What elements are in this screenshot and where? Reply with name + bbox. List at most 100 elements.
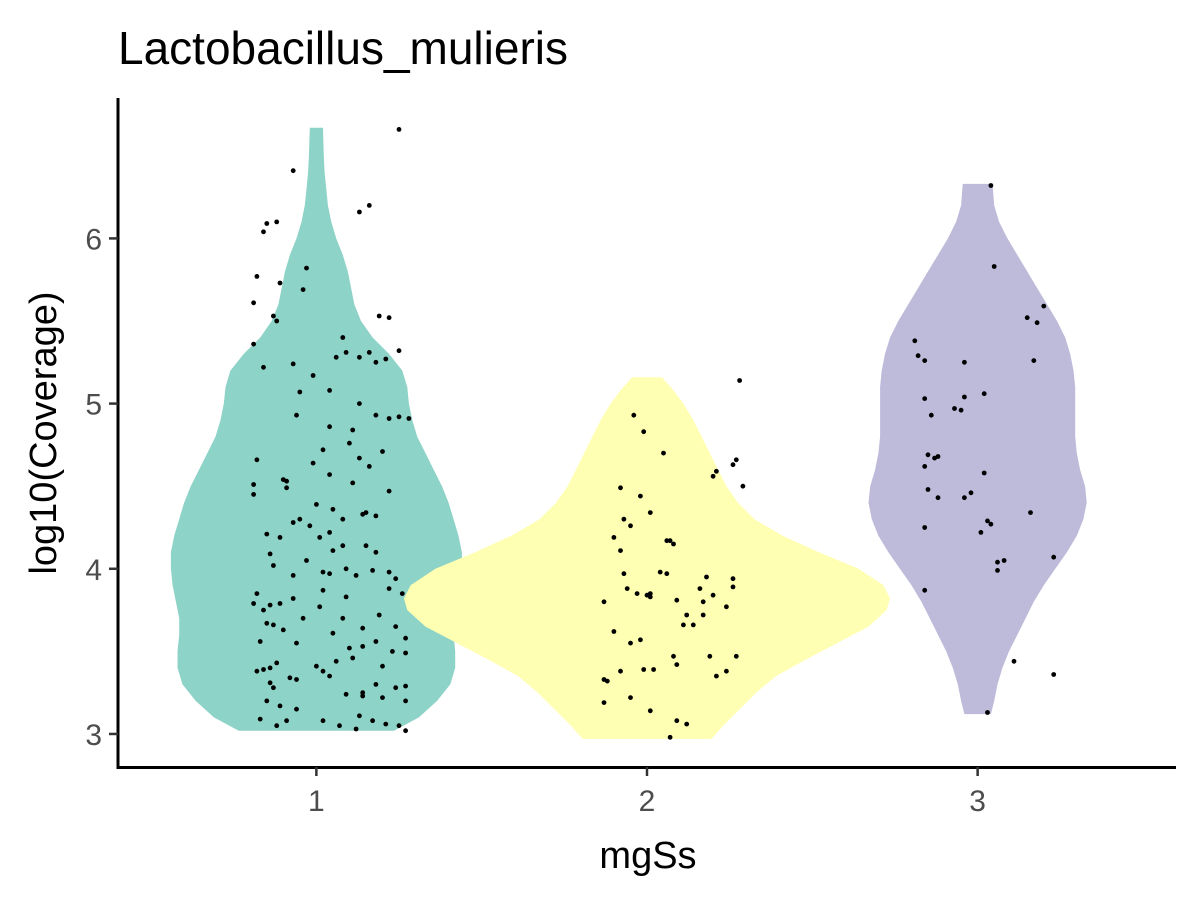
data-point bbox=[671, 653, 676, 659]
data-point bbox=[376, 313, 382, 319]
data-point bbox=[373, 682, 379, 687]
data-point bbox=[366, 464, 372, 469]
data-point bbox=[1031, 358, 1037, 363]
data-point bbox=[922, 464, 928, 469]
data-point bbox=[264, 620, 270, 626]
data-point bbox=[601, 700, 607, 705]
data-point bbox=[280, 477, 286, 482]
data-point bbox=[300, 287, 306, 292]
data-point bbox=[697, 586, 703, 591]
data-point bbox=[251, 601, 256, 606]
data-point bbox=[995, 568, 1000, 573]
data-point bbox=[981, 391, 987, 397]
data-point bbox=[611, 535, 617, 540]
y-tick-label: 3 bbox=[85, 719, 102, 752]
data-point bbox=[343, 350, 349, 355]
data-point bbox=[604, 678, 610, 684]
data-point bbox=[340, 516, 346, 522]
data-point bbox=[403, 650, 408, 656]
y-axis-title: log10(Coverage) bbox=[23, 291, 65, 574]
data-point bbox=[317, 535, 323, 540]
data-point bbox=[327, 673, 332, 679]
data-point bbox=[396, 348, 402, 354]
data-point bbox=[386, 416, 392, 421]
data-point bbox=[704, 574, 709, 580]
data-point bbox=[390, 649, 395, 654]
violin-group-3 bbox=[868, 183, 1087, 715]
data-point bbox=[314, 502, 319, 507]
data-point bbox=[988, 521, 994, 527]
data-point bbox=[261, 229, 266, 235]
y-ticks: 3 4 5 6 bbox=[85, 223, 118, 752]
data-point bbox=[958, 407, 964, 413]
data-point bbox=[277, 280, 283, 286]
data-point bbox=[664, 571, 670, 577]
data-point bbox=[320, 569, 326, 575]
data-point bbox=[403, 728, 408, 734]
data-point bbox=[740, 483, 746, 489]
data-point bbox=[287, 675, 293, 681]
data-point bbox=[280, 627, 286, 633]
x-tick-label: 1 bbox=[308, 785, 325, 818]
data-point bbox=[257, 716, 263, 722]
data-point bbox=[307, 523, 313, 529]
data-point bbox=[380, 663, 385, 669]
data-point bbox=[647, 591, 653, 596]
data-point bbox=[327, 388, 332, 393]
data-point bbox=[376, 612, 382, 618]
data-point bbox=[928, 412, 934, 418]
data-point bbox=[284, 718, 289, 724]
data-point bbox=[360, 644, 366, 649]
data-point bbox=[657, 569, 663, 575]
data-point bbox=[962, 394, 967, 400]
data-point bbox=[360, 690, 366, 696]
data-point bbox=[251, 300, 256, 306]
data-point bbox=[1051, 554, 1057, 560]
data-point bbox=[304, 558, 309, 563]
data-point bbox=[347, 440, 352, 446]
data-point bbox=[271, 685, 276, 691]
data-point bbox=[733, 653, 739, 659]
data-point bbox=[267, 551, 273, 557]
data-point bbox=[314, 663, 319, 669]
data-point bbox=[618, 548, 623, 553]
data-point bbox=[357, 354, 362, 360]
data-point bbox=[386, 315, 392, 321]
y-tick-label: 5 bbox=[85, 389, 102, 422]
data-point bbox=[647, 708, 653, 714]
data-point bbox=[710, 592, 716, 598]
y-tick-label: 6 bbox=[85, 223, 102, 256]
data-point bbox=[284, 485, 289, 491]
data-point bbox=[915, 353, 921, 359]
data-point bbox=[320, 668, 326, 674]
data-point bbox=[267, 602, 273, 608]
violin-group-2 bbox=[404, 377, 890, 739]
data-point bbox=[651, 667, 656, 672]
data-point bbox=[290, 168, 296, 174]
data-point bbox=[383, 356, 389, 362]
data-point bbox=[353, 726, 359, 732]
data-point bbox=[628, 640, 633, 646]
data-point bbox=[267, 680, 273, 686]
points-layer bbox=[251, 126, 1057, 740]
data-point bbox=[274, 723, 280, 729]
data-point bbox=[271, 563, 276, 568]
data-point bbox=[277, 601, 283, 606]
data-point bbox=[290, 573, 296, 578]
data-point bbox=[393, 576, 399, 582]
data-point bbox=[978, 530, 984, 535]
data-point bbox=[922, 358, 928, 363]
data-point bbox=[340, 543, 346, 549]
data-point bbox=[730, 576, 736, 582]
data-point bbox=[297, 516, 303, 522]
chart-title: Lactobacillus_mulieris bbox=[118, 22, 568, 74]
data-point bbox=[674, 718, 680, 724]
data-point bbox=[962, 495, 967, 501]
data-point bbox=[393, 624, 399, 629]
data-point bbox=[628, 523, 633, 529]
data-point bbox=[360, 625, 366, 631]
data-point bbox=[347, 645, 352, 651]
x-tick-label: 2 bbox=[639, 785, 656, 818]
data-point bbox=[925, 487, 931, 492]
